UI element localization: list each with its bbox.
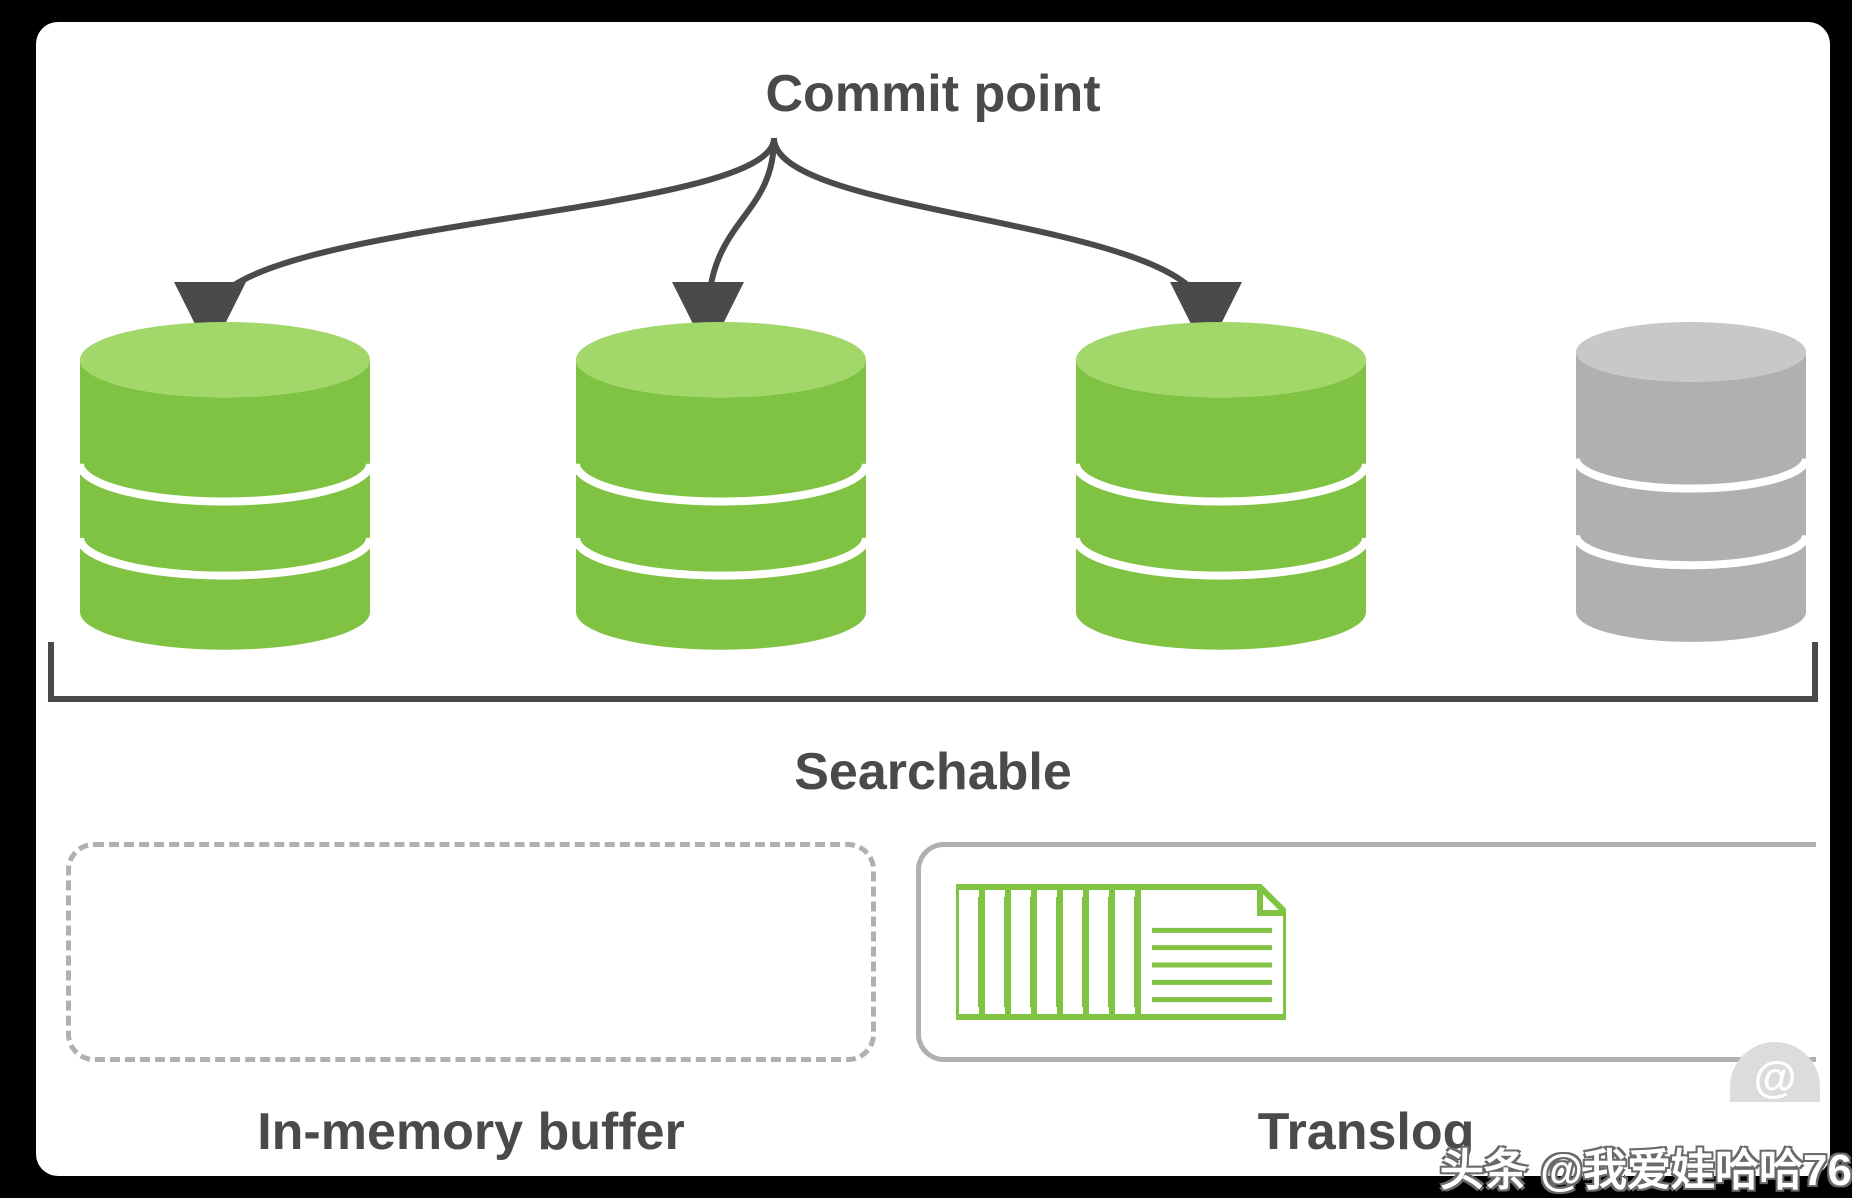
translog-doc-icon [956,882,1286,1022]
diagram-panel: Commit point Searchable In-memory buffer… [36,22,1830,1176]
watermark-text: 头条 @我爱娃哈哈76 [1440,1134,1852,1198]
in-memory-buffer-box [66,842,876,1062]
segment-cylinder-active [80,322,370,687]
commit-point-title: Commit point [36,64,1830,124]
cylinder-row [36,322,1830,652]
segment-cylinder-inactive [1576,322,1806,672]
searchable-bracket [48,642,1818,702]
commit-arrows [36,132,1830,332]
segment-cylinder-active [576,322,866,687]
segment-cylinder-active [1076,322,1366,687]
searchable-label: Searchable [36,742,1830,802]
buffer-label: In-memory buffer [66,1102,876,1162]
